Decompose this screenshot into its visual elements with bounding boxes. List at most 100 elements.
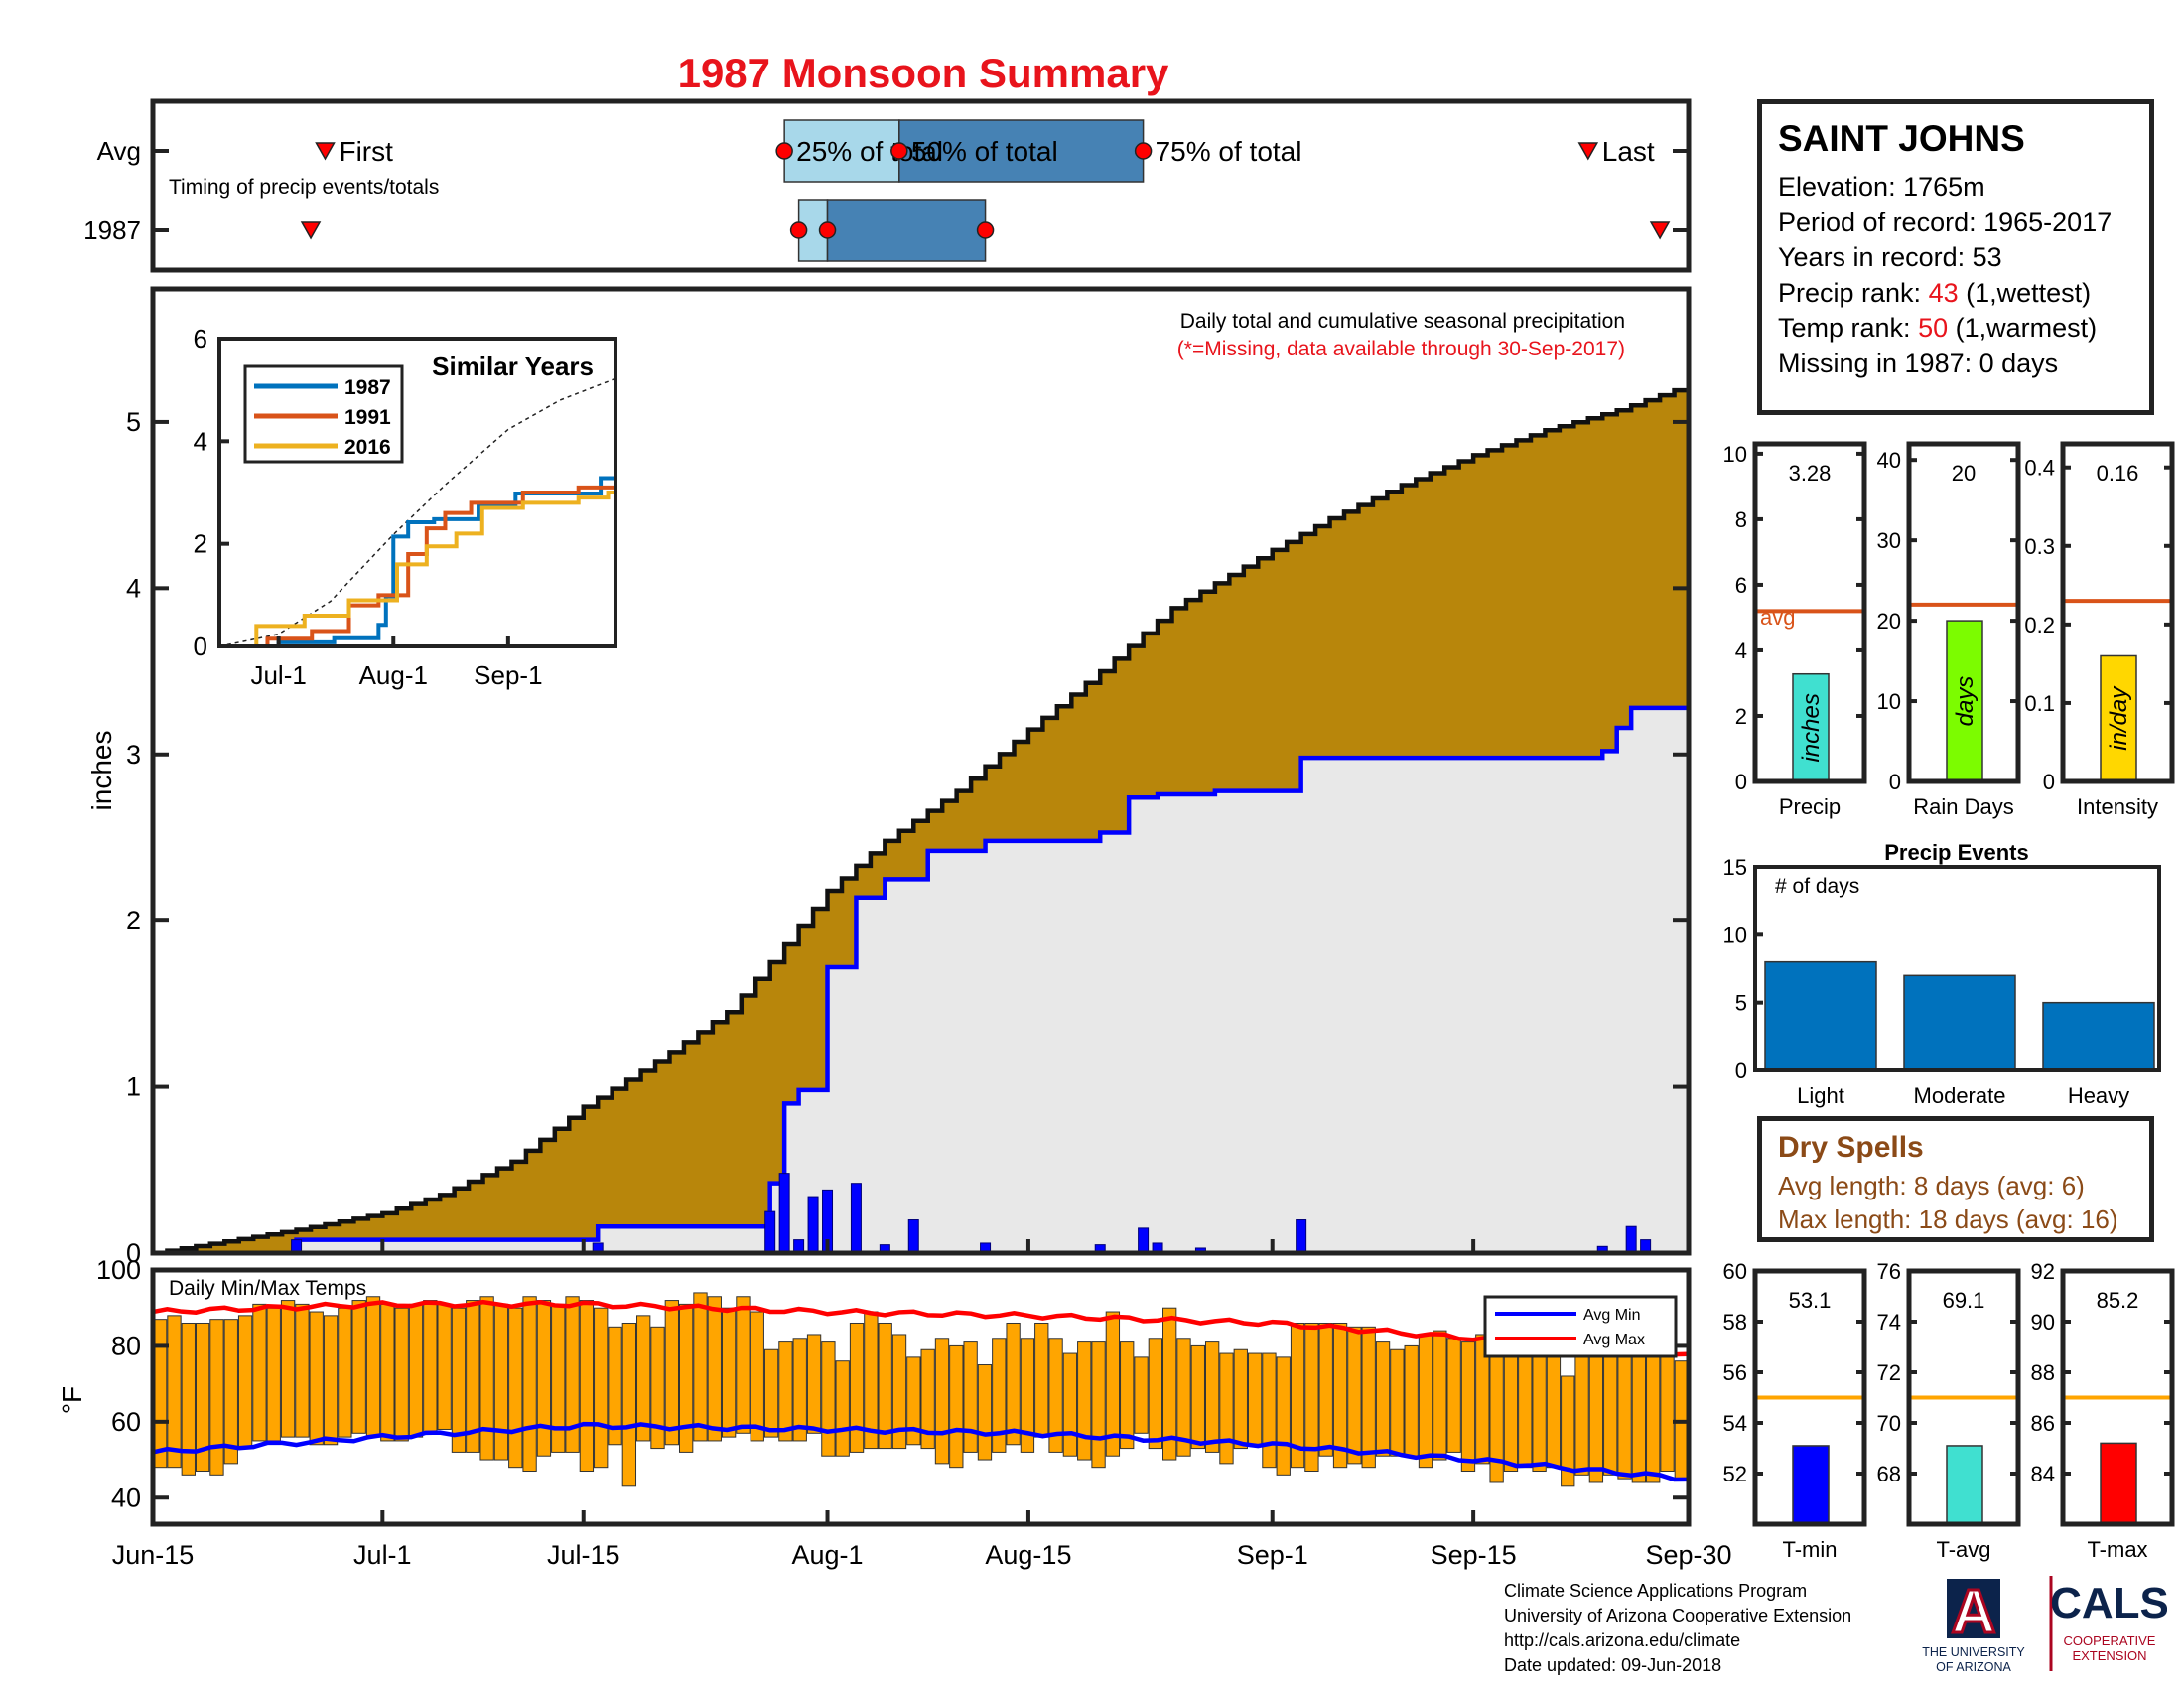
precip-summary-category-label-0: Precip bbox=[1779, 794, 1841, 819]
daily-precip-bar-Aug-23 bbox=[1138, 1227, 1150, 1254]
dry-spells-box: Dry Spells Avg length: 8 days (avg: 6) M… bbox=[1757, 1116, 2154, 1242]
precip-rank-value: 43 bbox=[1928, 277, 1959, 308]
temp-summary-ytick-label-1-2: 72 bbox=[1877, 1360, 1901, 1385]
inset-ytick-label-2: 2 bbox=[194, 529, 207, 559]
ua-logo-line2: OF ARIZONA bbox=[1936, 1660, 2011, 1674]
temp-summary-value-label-1: 69.1 bbox=[1943, 1288, 1985, 1313]
temp-bar-day-101 bbox=[1588, 1341, 1604, 1483]
temp-bar-day-58 bbox=[977, 1364, 993, 1461]
daily-precip-bar-Jul-31 bbox=[807, 1196, 819, 1254]
temp-summary-ytick-label-1-4: 76 bbox=[1877, 1259, 1901, 1284]
timing-label-p50: 50% of total bbox=[911, 136, 1058, 167]
temp-bar-day-35 bbox=[650, 1326, 665, 1450]
temp-bar-day-7 bbox=[252, 1303, 267, 1442]
temp-summary-value-label-2: 85.2 bbox=[2097, 1288, 2139, 1313]
cumulative-average-line bbox=[153, 385, 1692, 1256]
temp-bar-day-82 bbox=[1318, 1322, 1333, 1457]
xtick-label-Sep-1: Sep-1 bbox=[1237, 1540, 1308, 1570]
timing-1987-p50-marker bbox=[818, 221, 837, 239]
timing-1987-last-marker bbox=[1649, 221, 1671, 240]
temp-bar-day-17 bbox=[394, 1307, 409, 1442]
temp-bar-day-37 bbox=[678, 1303, 694, 1453]
inset-average-line bbox=[218, 377, 616, 647]
temp-bar-day-81 bbox=[1304, 1322, 1319, 1473]
precip-summary-ytick-label-0-4: 8 bbox=[1735, 507, 1747, 532]
temp-rank-suffix: (1,warmest) bbox=[1948, 313, 2098, 343]
timing-avg-first-marker bbox=[315, 142, 336, 161]
temp-bar-day-59 bbox=[992, 1338, 1007, 1453]
precip-summary-ytick-label-1-4: 40 bbox=[1877, 448, 1901, 473]
temp-title: Daily Min/Max Temps bbox=[169, 1277, 366, 1300]
temp-bar-day-4 bbox=[209, 1319, 224, 1476]
timing-1987-p25-marker bbox=[789, 221, 808, 239]
temp-bar-day-45 bbox=[792, 1338, 807, 1442]
precip-summary-ytick-label-0-1: 2 bbox=[1735, 704, 1747, 729]
precip-summary-unit-label-1: days bbox=[1952, 676, 1979, 727]
precip-summary-avg-label: avg bbox=[1760, 605, 1795, 630]
temp-bar-day-75 bbox=[1219, 1352, 1234, 1465]
temp-bar-day-106 bbox=[1660, 1352, 1675, 1473]
timing-row-label-1987: 1987 bbox=[83, 215, 141, 245]
temp-bar-day-25 bbox=[508, 1307, 523, 1469]
years-label: Years in record: 53 bbox=[1778, 242, 2002, 272]
precip-summary-unit-label-2: in/day bbox=[2106, 685, 2132, 751]
daily-precip-bar-Aug-3 bbox=[850, 1183, 862, 1254]
avg-max-line bbox=[152, 1299, 1690, 1357]
main-ylabel: inches bbox=[86, 731, 117, 811]
precip-summary-value-label-1: 20 bbox=[1952, 461, 1976, 486]
temp-bar-day-76 bbox=[1233, 1348, 1248, 1450]
temp-bar-day-91 bbox=[1446, 1338, 1461, 1453]
precip-summary-frame-0 bbox=[1752, 441, 1867, 784]
temp-bar-day-9 bbox=[280, 1300, 296, 1438]
credits-block: Climate Science Applications Program Uni… bbox=[1504, 1579, 1851, 1678]
precip-summary-ytick-label-0-0: 0 bbox=[1735, 770, 1747, 794]
temp-bar-day-3 bbox=[195, 1322, 210, 1473]
temp-rank-value: 50 bbox=[1918, 313, 1949, 343]
inset-ytick-label-4: 4 bbox=[194, 426, 207, 456]
timing-avg-p75-marker bbox=[1134, 142, 1153, 160]
temp-bar-day-48 bbox=[835, 1360, 850, 1457]
temp-bar-day-38 bbox=[693, 1292, 708, 1442]
precip-events-bar-2 bbox=[2042, 1001, 2155, 1071]
temp-bar-day-64 bbox=[1062, 1352, 1078, 1457]
main-ytick-label-2: 2 bbox=[126, 906, 141, 935]
precip-events-category-2: Heavy bbox=[2068, 1083, 2129, 1108]
timing-caption: Timing of precip events/totals bbox=[169, 176, 439, 199]
temp-bar-day-43 bbox=[763, 1348, 779, 1438]
main-ytick-label-1: 1 bbox=[126, 1072, 141, 1102]
temp-bar-day-97 bbox=[1532, 1341, 1547, 1473]
temp-bar-day-11 bbox=[309, 1311, 324, 1446]
temp-bar-day-90 bbox=[1433, 1330, 1447, 1461]
precip-summary-category-label-1: Rain Days bbox=[1913, 794, 2013, 819]
temp-bar-day-30 bbox=[579, 1300, 595, 1473]
temp-bar-day-1 bbox=[167, 1315, 182, 1469]
timing-label-p75: 75% of total bbox=[1156, 136, 1302, 167]
temp-bar-day-56 bbox=[949, 1344, 964, 1469]
precip-summary-ytick-label-2-1: 0.1 bbox=[2024, 691, 2055, 716]
inset-series-line-2016 bbox=[219, 462, 617, 648]
precip-summary-ytick-label-2-2: 0.2 bbox=[2024, 613, 2055, 637]
timing-1987-first-marker bbox=[300, 221, 322, 240]
dry-spells-avg-length: Avg length: 8 days (avg: 6) bbox=[1778, 1171, 2085, 1200]
temp-summary-value-label-0: 53.1 bbox=[1789, 1288, 1832, 1313]
temp-summary-category-label-1: T-avg bbox=[1936, 1537, 1990, 1562]
main-ytick-label-0: 0 bbox=[126, 1238, 141, 1268]
temp-bar-day-19 bbox=[423, 1300, 438, 1434]
xtick-label-Jul-1: Jul-1 bbox=[353, 1540, 412, 1570]
timing-label-last: Last bbox=[1602, 136, 1655, 167]
temp-bar-day-71 bbox=[1162, 1307, 1177, 1461]
inset-legend-label-2016: 2016 bbox=[344, 436, 391, 459]
temp-bar-day-93 bbox=[1475, 1334, 1490, 1465]
inset-xtick-label-Aug-1: Aug-1 bbox=[359, 660, 428, 690]
timing-label-p25: 25% of total bbox=[796, 136, 943, 167]
temp-bar-day-13 bbox=[338, 1307, 352, 1438]
temp-bar-day-36 bbox=[664, 1300, 679, 1446]
temp-bar-day-34 bbox=[636, 1315, 651, 1442]
temp-bar-day-85 bbox=[1361, 1326, 1376, 1469]
precip-summary-ytick-label-2-0: 0 bbox=[2043, 770, 2055, 794]
temp-summary-ytick-label-1-3: 74 bbox=[1877, 1310, 1901, 1335]
temp-summary-ytick-label-2-4: 92 bbox=[2031, 1259, 2055, 1284]
cals-logo-line1: COOPERATIVE bbox=[2064, 1633, 2156, 1648]
temp-bar-day-29 bbox=[565, 1296, 580, 1453]
temp-bar-day-20 bbox=[437, 1303, 452, 1430]
